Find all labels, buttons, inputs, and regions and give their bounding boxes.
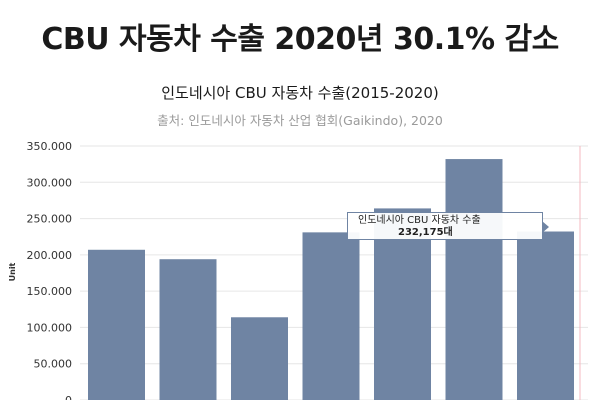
chart-title: 인도네시아 CBU 자동차 수출(2015-2020): [161, 84, 439, 102]
bar-2016[interactable]: [159, 259, 217, 400]
bar-2021[interactable]: [517, 231, 574, 400]
chart-subtitle: 출처: 인도네시아 자동차 산업 협회(Gaikindo), 2020: [157, 113, 443, 128]
y-tick-label: 50.000: [34, 358, 73, 371]
bars: [88, 159, 574, 400]
headline: CBU 자동차 수출 2020년 30.1% 감소: [41, 22, 559, 57]
tooltip-pointer-icon: [542, 221, 549, 233]
y-tick-label: 300.000: [27, 176, 73, 189]
y-tick-label: 200.000: [27, 249, 73, 262]
tooltip-series-name: 인도네시아 CBU 자동차 수출: [358, 215, 481, 226]
bar-2019[interactable]: [374, 208, 431, 400]
y-axis-title: Unit: [8, 262, 17, 281]
y-tick-labels: 0 50.000 100.000 150.000 200.000 250.000 300.0…: [27, 140, 73, 400]
y-tick-label: 100.000: [27, 321, 73, 334]
bar-2020[interactable]: [445, 159, 503, 400]
y-tick-label: 150.000: [27, 285, 73, 298]
y-tick-label: 250.000: [27, 213, 73, 226]
y-tick-label: 350.000: [27, 140, 73, 153]
y-tick-label: 0: [65, 394, 72, 400]
bar-2015[interactable]: [88, 249, 145, 400]
bar-2018[interactable]: [302, 232, 360, 400]
tooltip-value: 232,175대: [398, 227, 453, 238]
bar-2017[interactable]: [231, 317, 288, 400]
tooltip: 인도네시아 CBU 자동차 수출 232,175대: [347, 212, 549, 240]
